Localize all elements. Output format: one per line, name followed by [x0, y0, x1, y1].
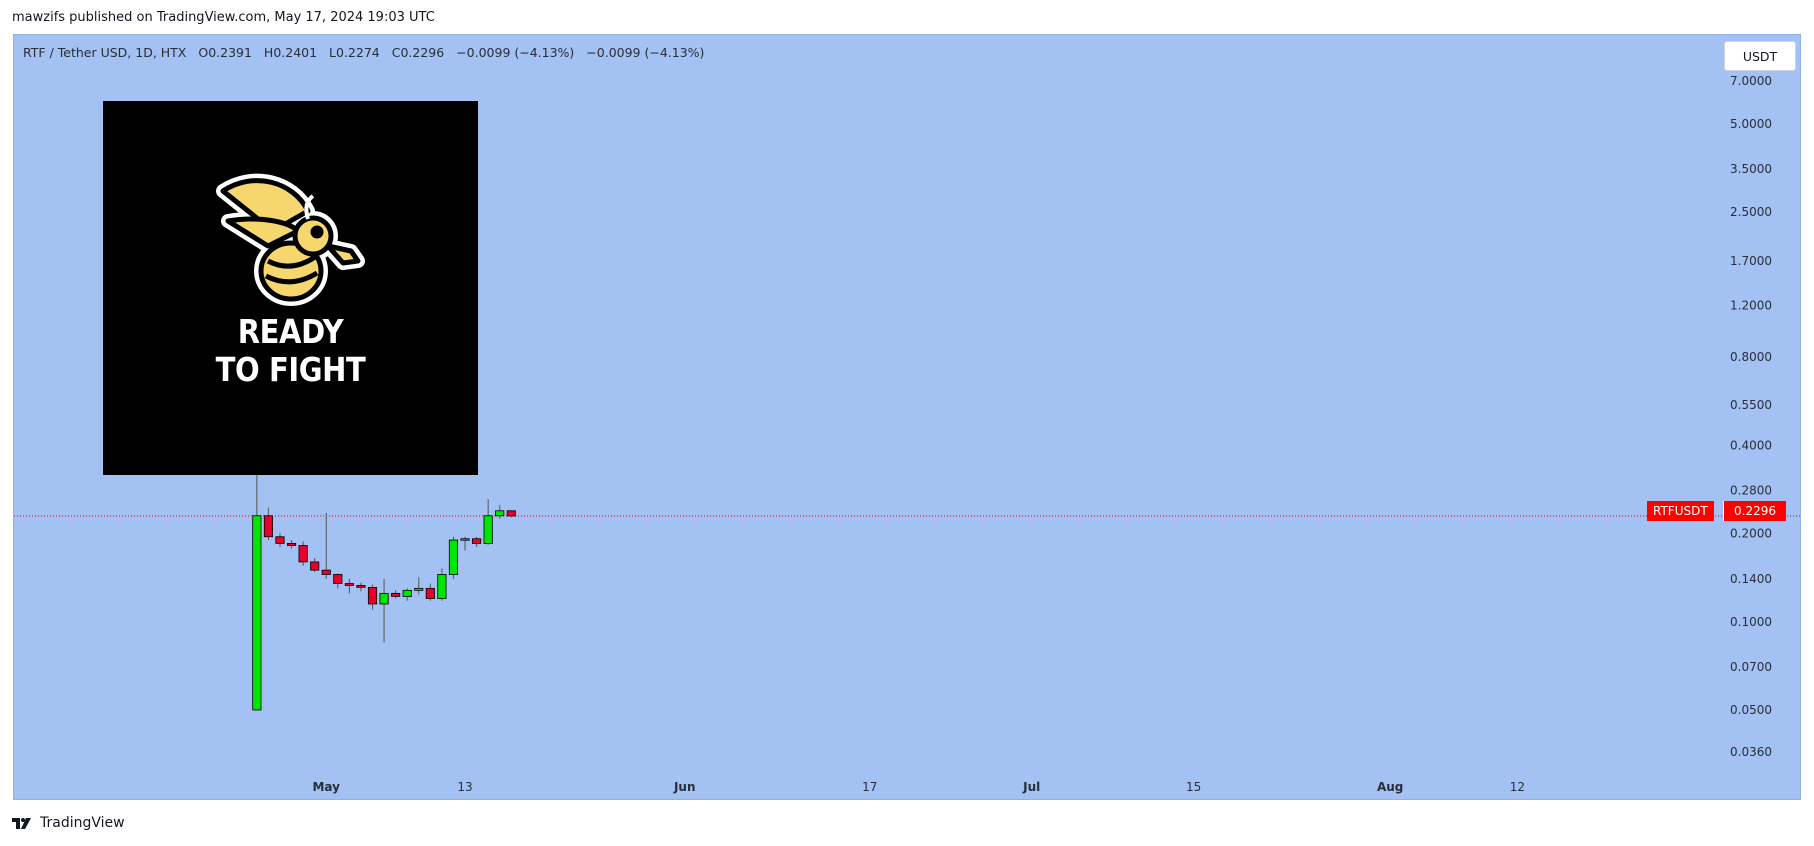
- logo-line-2: TO FIGHT: [215, 350, 366, 389]
- tradingview-logo-icon: [12, 818, 31, 829]
- candle-down: [263, 515, 273, 538]
- last-price-value-tag: 0.2296: [1723, 501, 1786, 521]
- y-tick-label: 0.8000: [1730, 350, 1772, 364]
- candle-up: [402, 589, 412, 597]
- candle-down: [310, 561, 320, 571]
- candle-down: [298, 545, 308, 563]
- x-tick-label: 12: [1510, 780, 1525, 794]
- candle-down: [275, 536, 285, 544]
- currency-button[interactable]: USDT: [1724, 41, 1796, 71]
- candle-down: [344, 583, 354, 586]
- candle-up: [495, 510, 505, 517]
- y-tick-label: 0.0360: [1730, 745, 1772, 759]
- y-tick-label: 5.0000: [1730, 117, 1772, 131]
- chart-pane[interactable]: 7.0000 5.0000 3.5000 2.5000 1.7000 1.2000 0.80…: [13, 34, 1802, 801]
- candle-down: [286, 543, 297, 546]
- candle-down: [333, 574, 343, 584]
- y-axis: 7.0000 5.0000 3.5000 2.5000 1.7000 1.2000 0.80…: [1730, 74, 1772, 759]
- candle-up: [483, 515, 493, 544]
- candle-up: [252, 515, 262, 711]
- candle-down: [321, 569, 331, 575]
- x-tick-label: Aug: [1377, 780, 1403, 794]
- symbol-legend[interactable]: RTF / Tether USD, 1D, HTX O0.2391 H0.240…: [23, 45, 704, 60]
- candle-down: [472, 538, 482, 544]
- y-tick-label: 0.2800: [1730, 484, 1772, 498]
- x-tick-label: 15: [1186, 780, 1201, 794]
- y-tick-label: 1.7000: [1730, 254, 1772, 268]
- candle-up: [448, 539, 459, 575]
- y-tick-label: 7.0000: [1730, 74, 1772, 88]
- x-tick-label: Jul: [1022, 780, 1040, 794]
- candle-down: [506, 510, 516, 517]
- price-change-secondary: −0.0099 (−4.13%): [586, 45, 705, 60]
- ohlc-close: C0.2296: [391, 45, 445, 60]
- y-tick-label: 0.1000: [1730, 615, 1772, 629]
- tradingview-brand[interactable]: TradingView: [12, 815, 125, 831]
- y-tick-label: 0.4000: [1730, 438, 1772, 452]
- y-tick-label: 0.2000: [1730, 527, 1772, 541]
- chart-canvas[interactable]: 7.0000 5.0000 3.5000 2.5000 1.7000 1.2000 0.80…: [14, 35, 1802, 801]
- last-price-symbol-tag: RTFUSDT: [1647, 501, 1714, 521]
- x-tick-label: 13: [457, 780, 472, 794]
- x-tick-label: May: [312, 780, 340, 794]
- x-tick-label: Jun: [673, 780, 696, 794]
- candle-down: [425, 587, 435, 599]
- y-tick-label: 3.5000: [1730, 162, 1772, 176]
- ohlc-open: O0.2391: [198, 45, 252, 60]
- ready-to-fight-logo: READY TO FIGHT: [103, 101, 478, 475]
- y-tick-label: 0.0500: [1730, 703, 1772, 717]
- wasp-icon: [216, 173, 365, 306]
- y-tick-label: 1.2000: [1730, 298, 1772, 312]
- y-tick-label: 0.1400: [1730, 572, 1772, 586]
- logo-line-1: READY: [237, 312, 344, 351]
- price-change: −0.0099 (−4.13%): [456, 45, 575, 60]
- y-tick-label: 0.0700: [1730, 660, 1772, 674]
- x-tick-label: 17: [862, 780, 877, 794]
- candle-up: [414, 587, 424, 591]
- x-axis: May 13 Jun 17 Jul 15 Aug 12: [312, 780, 1525, 794]
- footer-brand-label: TradingView: [40, 815, 125, 831]
- symbol-title[interactable]: RTF / Tether USD, 1D, HTX: [23, 45, 187, 60]
- y-tick-label: 0.5500: [1730, 398, 1772, 412]
- ohlc-high: H0.2401: [263, 45, 318, 60]
- publish-info: mawzifs published on TradingView.com, Ma…: [12, 10, 435, 25]
- ohlc-low: L0.2274: [329, 45, 380, 60]
- candle-up: [437, 574, 447, 599]
- logo-caption: READY TO FIGHT: [126, 313, 456, 389]
- candle-up: [379, 592, 389, 605]
- candle-down: [356, 585, 366, 588]
- candle-down: [391, 592, 401, 597]
- candle-up: [460, 538, 470, 541]
- y-tick-label: 2.5000: [1730, 205, 1772, 219]
- candle-down: [367, 586, 378, 605]
